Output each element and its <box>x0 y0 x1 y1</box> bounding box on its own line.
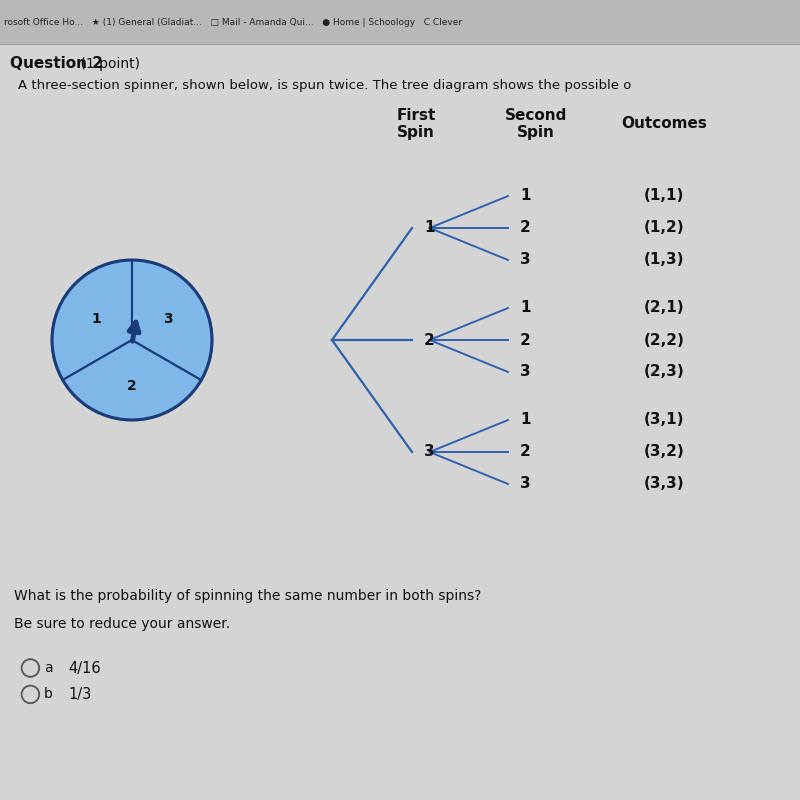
Text: 1: 1 <box>520 189 530 203</box>
Text: 1: 1 <box>424 221 434 235</box>
Text: b: b <box>44 687 53 702</box>
Text: (1,1): (1,1) <box>644 189 684 203</box>
Text: Second
Spin: Second Spin <box>505 108 567 140</box>
Text: What is the probability of spinning the same number in both spins?: What is the probability of spinning the … <box>14 589 482 603</box>
Wedge shape <box>52 260 132 380</box>
Text: (2,2): (2,2) <box>643 333 685 347</box>
Text: (1,3): (1,3) <box>644 253 684 267</box>
Text: 1: 1 <box>91 312 101 326</box>
Text: 1/3: 1/3 <box>68 687 91 702</box>
Text: 3: 3 <box>520 477 530 491</box>
Text: 3: 3 <box>424 445 434 459</box>
Wedge shape <box>132 260 212 380</box>
Text: (3,1): (3,1) <box>644 413 684 427</box>
Text: 3: 3 <box>163 312 173 326</box>
Text: 2: 2 <box>520 445 530 459</box>
Text: 1: 1 <box>520 301 530 315</box>
Text: 2: 2 <box>424 333 434 347</box>
Text: (2,3): (2,3) <box>644 365 684 379</box>
Text: (3,3): (3,3) <box>644 477 684 491</box>
Text: 4/16: 4/16 <box>68 661 101 675</box>
Text: Outcomes: Outcomes <box>621 117 707 131</box>
Text: (2,1): (2,1) <box>644 301 684 315</box>
Text: 2: 2 <box>520 221 530 235</box>
Text: (1 point): (1 point) <box>76 57 140 71</box>
Text: 2: 2 <box>127 379 137 394</box>
Text: 2: 2 <box>520 333 530 347</box>
Text: Be sure to reduce your answer.: Be sure to reduce your answer. <box>14 617 230 631</box>
Text: Question 2: Question 2 <box>10 57 102 71</box>
Text: 1: 1 <box>520 413 530 427</box>
Text: A three-section spinner, shown below, is spun twice. The tree diagram shows the : A three-section spinner, shown below, is… <box>18 79 631 92</box>
FancyBboxPatch shape <box>0 0 800 44</box>
Text: 3: 3 <box>520 365 530 379</box>
Text: 3: 3 <box>520 253 530 267</box>
Text: (3,2): (3,2) <box>644 445 684 459</box>
Wedge shape <box>62 340 202 420</box>
Text: a: a <box>44 661 53 675</box>
Text: First
Spin: First Spin <box>396 108 436 140</box>
Text: rosoft Office Ho...   ★ (1) General (Gladiat...   □ Mail - Amanda Qui...   ● Hom: rosoft Office Ho... ★ (1) General (Gladi… <box>4 18 462 27</box>
Text: (1,2): (1,2) <box>644 221 684 235</box>
